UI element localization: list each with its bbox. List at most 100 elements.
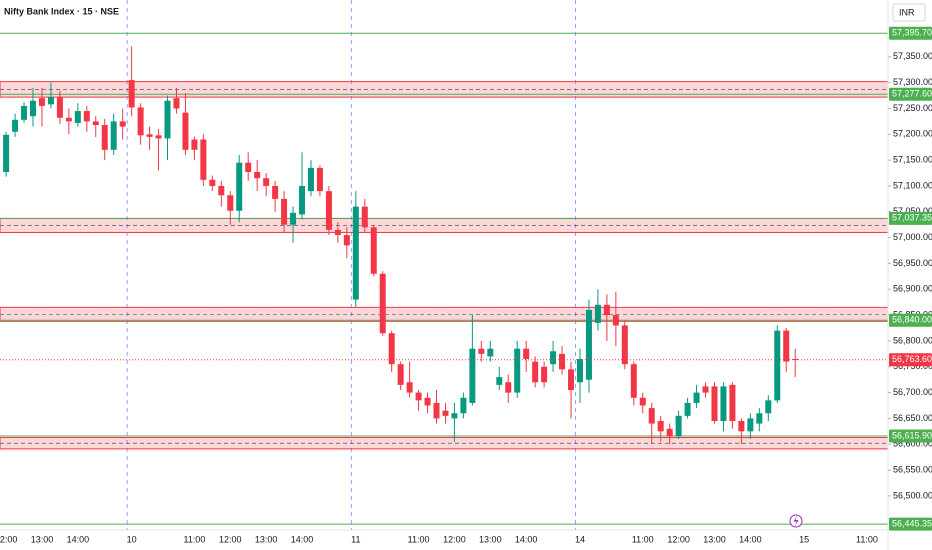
level-label: 56,445.35 [892, 519, 932, 529]
candle-body [774, 330, 781, 401]
level-label: 57,395.70 [892, 28, 932, 38]
x-tick-label: 12:00 [219, 534, 242, 544]
y-tick-label: 56,500.00 [893, 490, 932, 500]
candle-body [550, 351, 557, 365]
candle-body [424, 397, 431, 406]
y-tick-label: 57,000.00 [893, 232, 932, 242]
candle-body [711, 386, 718, 422]
candle-body [155, 135, 162, 139]
candle-body [460, 397, 467, 414]
level-label-bg [889, 87, 932, 101]
y-tick-label: 57,300.00 [893, 77, 932, 87]
candle-body [272, 185, 279, 199]
candle-body [227, 195, 234, 211]
candle-body [639, 397, 646, 406]
y-tick-label: 56,950.00 [893, 258, 932, 268]
last-price-label-bg [889, 353, 932, 367]
candle-body [738, 421, 745, 432]
candle-body [56, 97, 63, 118]
candle-body [487, 348, 494, 357]
x-tick-label: 10 [127, 534, 137, 544]
candle-body [209, 179, 216, 186]
candle-body [442, 410, 449, 416]
price-axis: 56,500.00 56,550.00 56,600.00 56,650.00 56,7… [888, 26, 932, 531]
candle-body [603, 304, 610, 316]
x-tick-label: 12:00 [443, 534, 466, 544]
last-price-label: 56,763.60 [892, 354, 932, 364]
candle-body [146, 134, 153, 137]
y-tick-label: 56,600.00 [893, 439, 932, 449]
candle-body [702, 386, 709, 393]
x-tick-label: 13:00 [255, 534, 278, 544]
candle-body [334, 229, 341, 236]
candle-body [182, 112, 189, 150]
candle-body [415, 392, 422, 401]
x-tick-label: 11:00 [408, 534, 430, 544]
level-label-bg [889, 211, 932, 225]
candle-body [406, 382, 413, 393]
candle-body [397, 364, 404, 385]
x-tick-label: 14:00 [515, 534, 538, 544]
candle-body [263, 178, 270, 186]
candle-body [236, 162, 243, 211]
y-tick-label: 57,050.00 [893, 206, 932, 216]
y-tick-label: 56,650.00 [893, 413, 932, 423]
candle-body [684, 402, 691, 416]
x-tick-label: 14:00 [739, 534, 762, 544]
candle-body [585, 309, 592, 380]
y-tick-label: 56,800.00 [893, 335, 932, 345]
candle-body [83, 111, 90, 122]
level-label: 56,615.90 [892, 430, 932, 440]
candle-body [119, 121, 126, 127]
event-icon-bolt [793, 516, 799, 526]
x-tick-label: 12:00 [0, 534, 17, 544]
candle-body [164, 100, 171, 139]
candle-body [299, 185, 306, 215]
x-tick-label: 14:00 [291, 534, 314, 544]
candle-body [594, 304, 601, 323]
candle-body [514, 348, 521, 393]
y-tick-label: 57,150.00 [893, 155, 932, 165]
level-label: 57,277.60 [892, 89, 932, 99]
chart-title: Nifty Bank Index · 15 · NSE [4, 6, 119, 16]
candle-body [101, 125, 108, 150]
candle-body [12, 119, 19, 132]
y-tick-label: 56,550.00 [893, 464, 932, 474]
candle-body [756, 413, 763, 424]
y-tick-label: 56,900.00 [893, 284, 932, 294]
candle-body [469, 348, 476, 403]
plot-area [0, 0, 888, 530]
candle-body [316, 167, 323, 192]
level-label: 56,840.00 [892, 315, 932, 325]
candle-body [173, 98, 180, 109]
candle-body [110, 121, 117, 150]
candle-body [218, 185, 225, 196]
candle-body [648, 408, 655, 424]
candle-body [307, 167, 314, 192]
candle-body [92, 121, 99, 126]
candle-body [290, 212, 297, 225]
candle-body [343, 235, 350, 246]
candle-body [361, 206, 368, 228]
candle-body [325, 191, 332, 230]
y-tick-label: 57,250.00 [893, 103, 932, 113]
candle-body [47, 97, 54, 105]
candle-body [200, 139, 207, 180]
candle-body [693, 392, 700, 403]
candle-body [666, 428, 673, 437]
x-tick-label: 11:00 [183, 534, 205, 544]
candle-body [388, 333, 395, 365]
candle-body [38, 98, 45, 106]
currency-label[interactable]: INR [899, 7, 915, 17]
candle-body [532, 361, 539, 383]
level-label-bg [889, 313, 932, 327]
candle-body [729, 384, 736, 422]
candle-body [657, 421, 664, 432]
x-tick-label: 13:00 [703, 534, 726, 544]
candle-body [568, 369, 575, 391]
candle-body [3, 134, 10, 173]
candle-body [675, 415, 682, 437]
candle-body [621, 325, 628, 365]
candle-body [559, 353, 566, 370]
currency-box[interactable] [892, 3, 926, 22]
